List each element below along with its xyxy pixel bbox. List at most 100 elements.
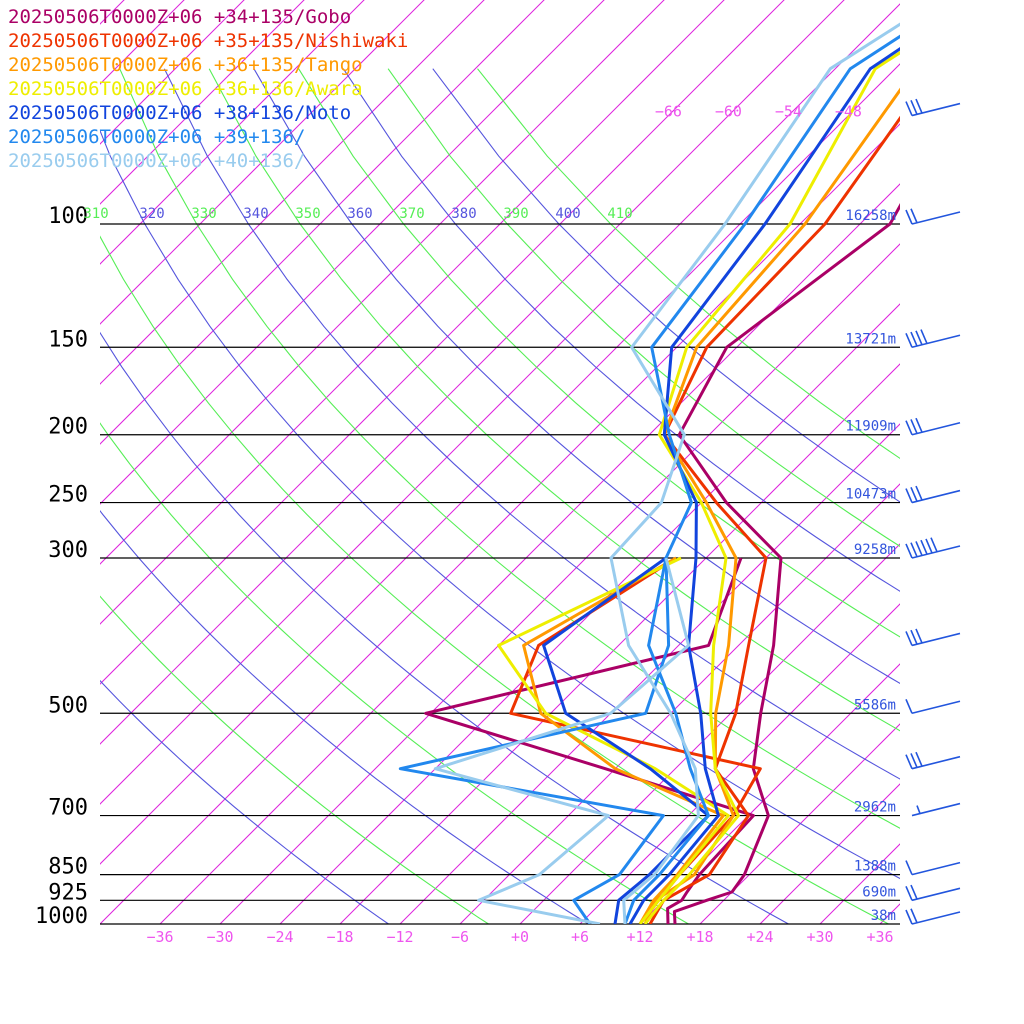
barb-shaft [911, 334, 961, 349]
barb-feather [925, 538, 933, 554]
theta-line [253, 68, 900, 685]
barb-feather [910, 884, 918, 900]
x-tick-label: −30 [206, 928, 233, 946]
isotherm-line [579, 603, 900, 924]
upper-temp-label: −66 [655, 103, 682, 121]
barb-shaft [911, 421, 961, 436]
barb-feather [905, 488, 913, 503]
barb-feather [905, 754, 913, 770]
wind-barb [905, 908, 961, 925]
dewpoint-line [424, 557, 755, 924]
theta-line [100, 509, 589, 924]
wind-barb [905, 537, 961, 559]
barb-shaft [911, 755, 961, 770]
wind-barbs [905, 98, 961, 925]
pressure-label: 500 [48, 693, 88, 718]
legend-entry: 20250506T0000Z+06 +40+136/ [8, 150, 305, 172]
height-label: 690m [862, 884, 896, 900]
height-label: 9258m [854, 542, 896, 558]
legend-entry: 20250506T0000Z+06 +38+136/Noto [8, 102, 351, 124]
barb-feather [920, 539, 928, 555]
height-label: 5586m [854, 697, 896, 713]
legend-entry: 20250506T0000Z+06 +35+135/Nishiwaki [8, 30, 408, 52]
theta-label: 320 [139, 206, 164, 222]
isotherm-line [519, 543, 900, 924]
x-tick-label: +30 [806, 928, 833, 946]
theta-label: 390 [503, 206, 528, 222]
isotherm-line [639, 663, 900, 924]
wind-barb [905, 485, 961, 504]
barb-feather [915, 751, 923, 767]
temperature-line [648, 115, 900, 924]
barb-feather [905, 420, 913, 436]
isotherm-line [279, 303, 900, 924]
dewpoint-line [497, 556, 730, 924]
barb-shaft [911, 700, 961, 715]
wind-barb [905, 860, 961, 876]
isotherm-line [819, 843, 900, 924]
height-label: 38m [871, 908, 896, 924]
theta-label: 410 [607, 206, 632, 222]
theta-line [387, 68, 900, 547]
x-tick-label: +0 [511, 928, 529, 946]
dewpoint-line [522, 556, 725, 924]
barb-feather [915, 541, 923, 556]
pressure-label: 100 [48, 204, 88, 229]
barb-feather [905, 101, 913, 116]
barb-shaft [911, 632, 961, 647]
temperature-line [609, 22, 900, 924]
height-label: 16258m [845, 208, 896, 224]
x-tick-label: −6 [451, 928, 469, 946]
theta-line [208, 68, 900, 732]
theta-label: 330 [191, 206, 216, 222]
barb-feather [920, 329, 928, 344]
barb-feather [915, 330, 923, 346]
barb-shaft [911, 211, 961, 225]
barb-feather [910, 753, 918, 768]
x-tick-label: +24 [746, 928, 773, 946]
barb-feather [905, 860, 913, 875]
upper-temp-label: −48 [835, 103, 862, 121]
theta-line [100, 595, 489, 924]
barb-feather [910, 208, 918, 224]
axis-labels: 100 16258m 150 13721m 200 11909m 250 10473m 300 9… [35, 103, 896, 946]
height-label: 11909m [845, 419, 896, 435]
legend-entry: 20250506T0000Z+06 +39+136/ [8, 126, 305, 148]
dewpoint-line [433, 557, 691, 924]
barb-feather [910, 331, 918, 347]
theta-line [100, 331, 789, 924]
barb-feather [905, 698, 913, 714]
barb-shaft [911, 887, 961, 902]
theta-label: 370 [399, 206, 424, 222]
x-tick-label: +18 [686, 928, 713, 946]
barb-feather [915, 485, 923, 501]
wind-barb [905, 698, 961, 715]
legend-entry: 20250506T0000Z+06 +34+135/Gobo [8, 6, 351, 28]
barb-feather [910, 908, 918, 924]
x-tick-label: +6 [571, 928, 589, 946]
theta-label: 360 [347, 206, 372, 222]
isotherm-line [1000, 0, 1024, 924]
barb-feather [910, 542, 918, 558]
x-tick-label: −24 [266, 928, 293, 946]
wind-barb [905, 417, 961, 436]
barb-feather [905, 332, 913, 348]
barb-feather [916, 805, 921, 814]
theta-label: 400 [555, 206, 580, 222]
theta-line [119, 68, 900, 829]
legend-entry: 20250506T0000Z+06 +36+136/Awara [8, 78, 363, 100]
theta-label: 350 [295, 206, 320, 222]
sounding-profiles [398, 22, 900, 924]
pressure-label: 925 [48, 880, 88, 905]
barb-shaft [911, 911, 961, 925]
wind-barb [911, 802, 961, 817]
isotherm-line [339, 363, 900, 924]
pressure-label: 250 [48, 483, 88, 508]
isotherm-line [879, 903, 900, 924]
upper-temp-label: −54 [775, 103, 802, 121]
theta-label: 310 [83, 206, 108, 222]
theta-line [342, 68, 900, 592]
isotherm-line [459, 483, 900, 924]
temperature-line [628, 47, 900, 924]
height-label: 13721m [845, 331, 896, 347]
